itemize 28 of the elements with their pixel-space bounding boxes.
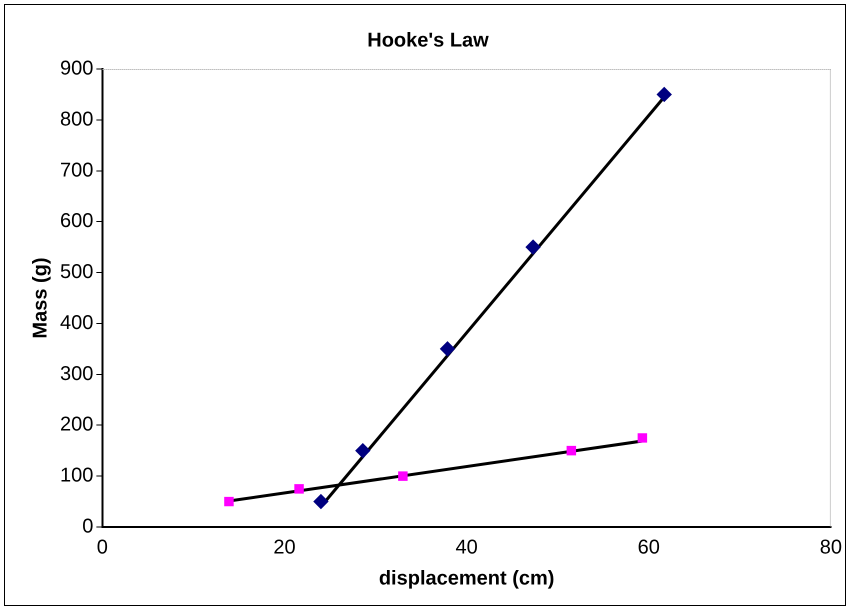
point: [526, 240, 541, 255]
x-tick-label: 80: [820, 536, 842, 559]
point: [294, 484, 304, 494]
y-tick-label: 700: [60, 159, 94, 182]
y-tick-label: 500: [60, 261, 94, 284]
point: [398, 471, 408, 481]
y-tick-label: 300: [60, 362, 94, 385]
y-tick-label: 800: [60, 108, 94, 130]
point: [313, 494, 328, 510]
y-tick-label: 100: [60, 464, 94, 487]
chart-title: Hooke's Law: [367, 30, 490, 52]
y-tick-label: 600: [60, 210, 94, 232]
point: [355, 443, 370, 458]
point: [656, 86, 672, 102]
y-tick-label: 400: [60, 312, 94, 334]
x-axis-title: displacement (cm): [378, 568, 554, 590]
point: [638, 433, 648, 443]
x-tick-label: 40: [456, 536, 478, 559]
y-axis-title: Mass (g): [30, 257, 52, 339]
point: [224, 496, 234, 506]
x-tick-label: 0: [96, 536, 108, 559]
y-tick-label: 200: [60, 414, 94, 436]
x-tick-label: 60: [638, 536, 660, 559]
y-tick-label: 0: [82, 516, 94, 538]
point: [440, 341, 455, 356]
x-tick-label: 20: [273, 536, 296, 559]
y-tick-label: 900: [60, 58, 94, 80]
point: [566, 446, 576, 456]
